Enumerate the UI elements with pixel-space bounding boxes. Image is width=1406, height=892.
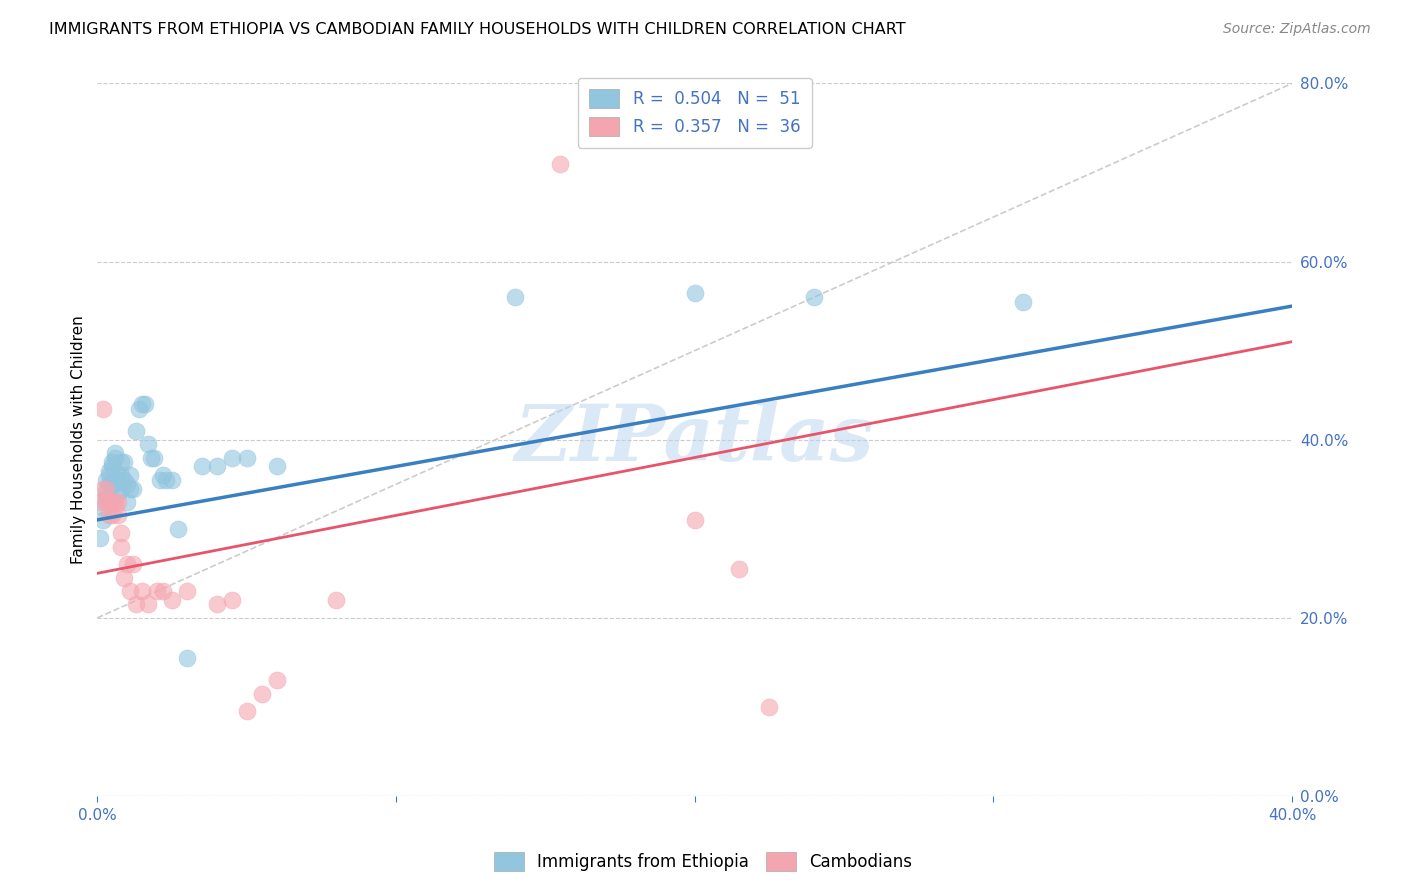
- Point: [98, 508, 121, 523]
- Point: [136, 598, 159, 612]
- Point: [221, 593, 243, 607]
- Point: [101, 459, 124, 474]
- Point: [110, 540, 132, 554]
- Point: [143, 450, 166, 465]
- Point: [91, 401, 114, 416]
- Point: [104, 500, 127, 514]
- Point: [89, 531, 111, 545]
- Point: [101, 477, 124, 491]
- Point: [758, 700, 780, 714]
- Point: [107, 468, 129, 483]
- Point: [176, 584, 198, 599]
- Point: [167, 522, 190, 536]
- Point: [325, 593, 347, 607]
- Point: [122, 558, 145, 572]
- Point: [96, 491, 118, 505]
- Point: [134, 397, 156, 411]
- Point: [136, 437, 159, 451]
- Point: [101, 495, 124, 509]
- Point: [160, 473, 183, 487]
- Point: [112, 473, 135, 487]
- Point: [115, 477, 138, 491]
- Point: [98, 477, 121, 491]
- Point: [149, 473, 172, 487]
- Point: [728, 562, 751, 576]
- Point: [205, 459, 228, 474]
- Point: [91, 500, 114, 514]
- Point: [112, 455, 135, 469]
- Point: [107, 473, 129, 487]
- Point: [107, 508, 129, 523]
- Point: [110, 526, 132, 541]
- Point: [98, 495, 121, 509]
- Point: [152, 468, 174, 483]
- Point: [250, 687, 273, 701]
- Text: ZIPatlas: ZIPatlas: [515, 401, 875, 478]
- Point: [266, 673, 288, 688]
- Text: Source: ZipAtlas.com: Source: ZipAtlas.com: [1223, 22, 1371, 37]
- Legend: R =  0.504   N =  51, R =  0.357   N =  36: R = 0.504 N = 51, R = 0.357 N = 36: [578, 78, 811, 148]
- Point: [115, 558, 138, 572]
- Point: [104, 477, 127, 491]
- Point: [110, 482, 132, 496]
- Point: [803, 290, 825, 304]
- Point: [98, 468, 121, 483]
- Point: [125, 424, 148, 438]
- Point: [107, 486, 129, 500]
- Point: [96, 486, 118, 500]
- Point: [155, 473, 177, 487]
- Point: [120, 584, 142, 599]
- Point: [131, 397, 153, 411]
- Y-axis label: Family Households with Children: Family Households with Children: [72, 316, 86, 564]
- Point: [89, 495, 111, 509]
- Point: [96, 495, 118, 509]
- Point: [683, 513, 706, 527]
- Point: [125, 598, 148, 612]
- Point: [115, 495, 138, 509]
- Point: [96, 482, 118, 496]
- Point: [548, 156, 571, 170]
- Point: [101, 508, 124, 523]
- Point: [683, 285, 706, 300]
- Point: [91, 513, 114, 527]
- Point: [235, 704, 257, 718]
- Point: [112, 571, 135, 585]
- Point: [266, 459, 288, 474]
- Point: [104, 450, 127, 465]
- Point: [110, 455, 132, 469]
- Point: [160, 593, 183, 607]
- Point: [146, 584, 169, 599]
- Point: [110, 468, 132, 483]
- Point: [122, 482, 145, 496]
- Point: [235, 450, 257, 465]
- Point: [152, 584, 174, 599]
- Point: [98, 464, 121, 478]
- Point: [131, 584, 153, 599]
- Point: [104, 446, 127, 460]
- Point: [505, 290, 527, 304]
- Point: [120, 468, 142, 483]
- Point: [101, 455, 124, 469]
- Point: [96, 473, 118, 487]
- Legend: Immigrants from Ethiopia, Cambodians: Immigrants from Ethiopia, Cambodians: [485, 843, 921, 880]
- Text: IMMIGRANTS FROM ETHIOPIA VS CAMBODIAN FAMILY HOUSEHOLDS WITH CHILDREN CORRELATIO: IMMIGRANTS FROM ETHIOPIA VS CAMBODIAN FA…: [49, 22, 905, 37]
- Point: [91, 482, 114, 496]
- Point: [191, 459, 214, 474]
- Point: [205, 598, 228, 612]
- Point: [104, 473, 127, 487]
- Point: [128, 401, 150, 416]
- Point: [139, 450, 162, 465]
- Point: [1012, 294, 1035, 309]
- Point: [104, 495, 127, 509]
- Point: [221, 450, 243, 465]
- Point: [176, 651, 198, 665]
- Point: [120, 482, 142, 496]
- Point: [107, 495, 129, 509]
